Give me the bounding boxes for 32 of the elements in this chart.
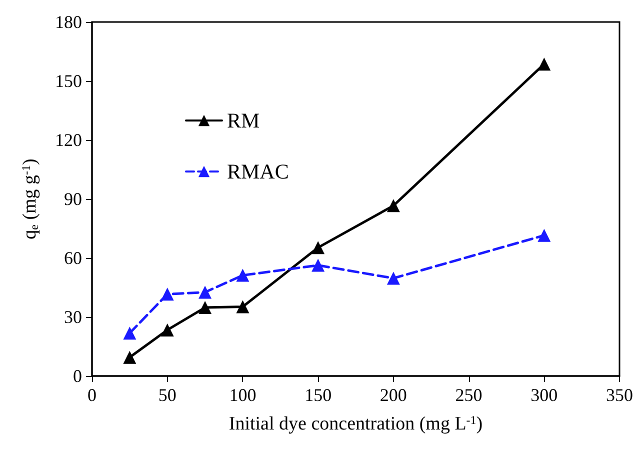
point (236, 268, 250, 282)
x-tick-label: 0 (88, 385, 96, 405)
y-tick-label: 30 (64, 307, 82, 327)
y-tick-label: 0 (73, 366, 82, 386)
y-tick-label: 90 (64, 189, 82, 209)
y-axis-title: qe (mg g-1) (19, 158, 41, 240)
x-tick-label: 200 (380, 385, 407, 405)
y-tick-label: 150 (55, 71, 82, 91)
y-tick-label: 60 (64, 248, 82, 268)
x-tick-label: 250 (455, 385, 482, 405)
point (386, 199, 400, 212)
x-tick-label: 350 (606, 385, 633, 405)
y-tick-label: 180 (55, 12, 82, 32)
x-tick-label: 300 (530, 385, 558, 405)
legend-label: RMAC (227, 160, 289, 184)
point (123, 326, 136, 340)
point (123, 350, 136, 364)
x-tick-label: 50 (158, 385, 176, 405)
point (386, 272, 400, 285)
point (538, 228, 551, 242)
point (236, 300, 250, 314)
point (160, 323, 174, 336)
y-tick-label: 120 (55, 130, 82, 150)
point (160, 288, 174, 301)
point (312, 241, 325, 254)
legend-label: RM (227, 108, 260, 132)
point (312, 258, 325, 272)
x-tick-label: 150 (304, 385, 332, 405)
point (538, 58, 551, 71)
x-tick-label: 100 (229, 385, 256, 405)
point (198, 286, 212, 299)
point (198, 301, 212, 314)
